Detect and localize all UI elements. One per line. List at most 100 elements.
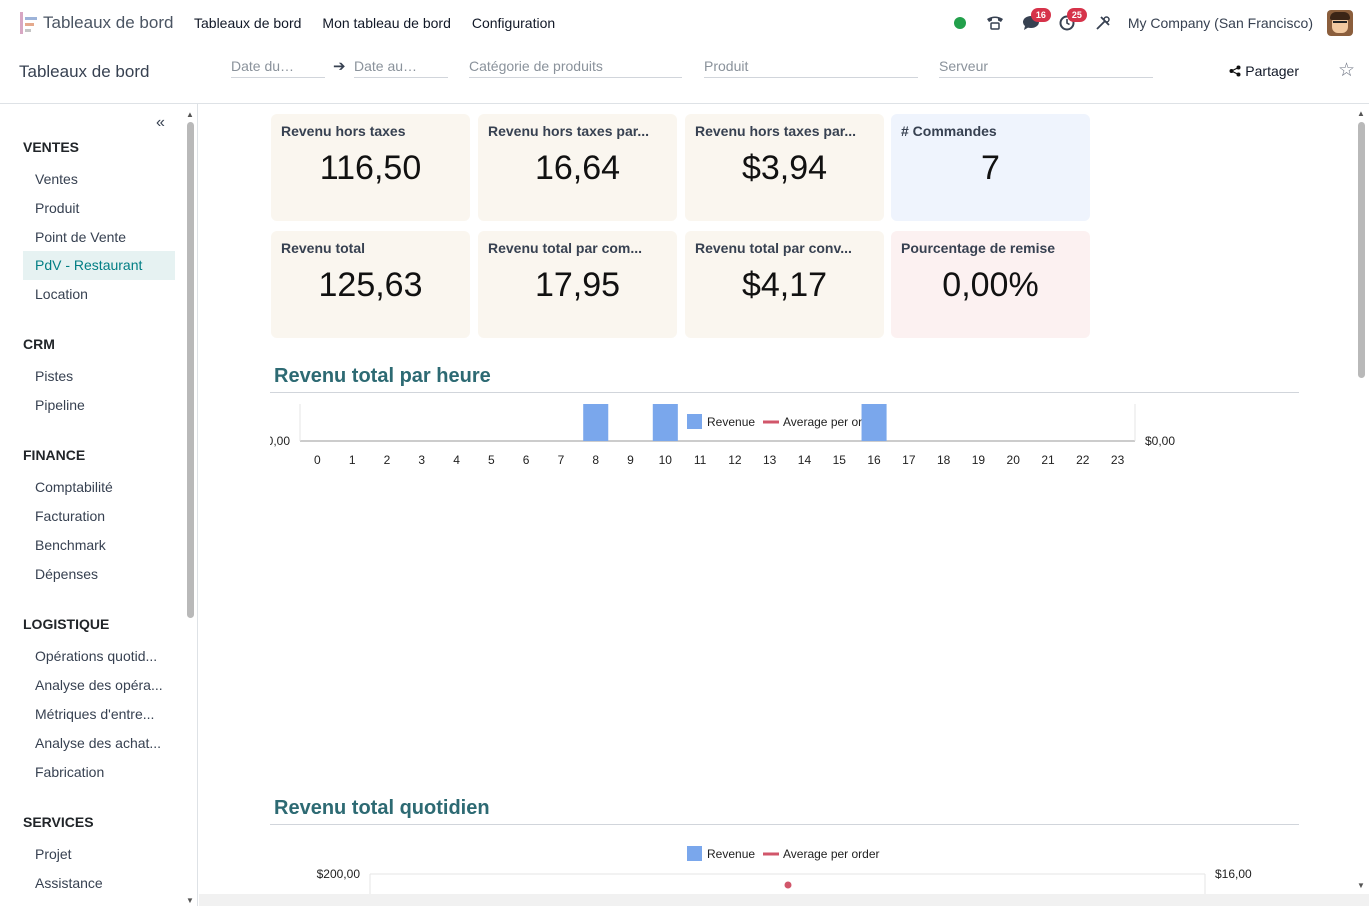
kpi-value: 17,95 <box>534 266 621 304</box>
kpi-label: Revenu total par com... <box>488 240 643 256</box>
kpi-value: 7 <box>981 149 1000 187</box>
share-button[interactable]: Partager <box>1229 63 1299 79</box>
messages-icon[interactable]: 16 <box>1020 8 1051 34</box>
dashboard-sidebar: « ▲ ▼ VENTES Ventes Produit Point de Ven… <box>0 104 198 906</box>
sidebar-item-depenses[interactable]: Dépenses <box>35 566 99 582</box>
section-services: SERVICES <box>23 814 94 830</box>
sidebar-item-analyse-operations[interactable]: Analyse des opéra... <box>35 677 163 693</box>
section-logistique: LOGISTIQUE <box>23 616 110 632</box>
kpi-value: $3,94 <box>741 149 828 187</box>
favorite-star-icon[interactable]: ☆ <box>1337 60 1355 81</box>
sidebar-item-produit[interactable]: Produit <box>35 200 80 216</box>
sidebar-item-projet[interactable]: Projet <box>35 846 72 862</box>
x-tick-label: 8 <box>592 453 599 467</box>
control-panel: Tableaux de bord Date du… ➔ Date au… Cat… <box>0 46 1369 104</box>
chart-divider <box>270 392 1299 393</box>
bar <box>861 404 887 441</box>
company-switcher[interactable]: My Company (San Francisco) <box>1127 15 1313 31</box>
collapse-sidebar-icon[interactable]: « <box>156 114 165 131</box>
y2-tick-label: $16,00 <box>1215 867 1252 881</box>
menu-item-configuration[interactable]: Configuration <box>471 15 556 31</box>
kpi-value: 16,64 <box>534 149 621 187</box>
x-tick-label: 1 <box>349 453 356 467</box>
dashboard-app-icon[interactable] <box>18 12 38 34</box>
x-tick-label: 22 <box>1076 453 1090 467</box>
x-tick-label: 3 <box>418 453 425 467</box>
kpi-value: $4,17 <box>741 266 828 304</box>
share-label: Partager <box>1245 63 1299 79</box>
kpi-card[interactable]: Revenu total par com... 17,95 <box>478 231 677 338</box>
systray: 16 25 My Company (San Francisco) <box>953 8 1353 37</box>
chart-title-hourly: Revenu total par heure <box>274 365 491 387</box>
sidebar-item-benchmark[interactable]: Benchmark <box>35 537 106 553</box>
sidebar-item-metriques-entrepot[interactable]: Métriques d'entre... <box>35 706 155 722</box>
sidebar-item-ventes[interactable]: Ventes <box>35 171 78 187</box>
main-scroll-down[interactable]: ▼ <box>1357 881 1365 890</box>
phone-icon[interactable] <box>984 12 1006 34</box>
x-tick-label: 20 <box>1007 453 1021 467</box>
x-tick-label: 0 <box>314 453 321 467</box>
legend-swatch-revenue <box>687 846 702 861</box>
legend-label-revenue: Revenue <box>707 847 755 861</box>
menu-item-dashboards[interactable]: Tableaux de bord <box>194 15 302 31</box>
sidebar-item-fabrication[interactable]: Fabrication <box>35 764 105 780</box>
presence-status-icon[interactable] <box>953 17 966 29</box>
kpi-card[interactable]: Revenu total par conv... $4,17 <box>685 231 884 338</box>
sidebar-scrollbar[interactable] <box>187 122 194 618</box>
legend-label-revenue: Revenue <box>707 415 755 429</box>
x-tick-label: 16 <box>867 453 881 467</box>
kpi-card[interactable]: Pourcentage de remise 0,00% <box>891 231 1090 338</box>
x-tick-label: 17 <box>902 453 916 467</box>
messages-badge: 16 <box>1030 8 1051 22</box>
sidebar-item-pipeline[interactable]: Pipeline <box>35 397 85 413</box>
y-tick-label: $0,00 <box>270 434 290 448</box>
sidebar-item-analyse-achats[interactable]: Analyse des achat... <box>35 735 162 751</box>
kpi-label: Pourcentage de remise <box>901 240 1056 256</box>
product-filter[interactable]: Produit <box>704 58 918 78</box>
server-filter[interactable]: Serveur <box>939 58 1153 78</box>
legend-label-average: Average per order <box>783 415 880 429</box>
date-from-filter[interactable]: Date du… <box>231 58 325 78</box>
sidebar-item-pistes[interactable]: Pistes <box>35 368 74 384</box>
x-tick-label: 19 <box>972 453 986 467</box>
sidebar-scroll-down[interactable]: ▼ <box>186 896 194 905</box>
legend-label-average: Average per order <box>783 847 880 861</box>
menu-item-my-dashboard[interactable]: Mon tableau de bord <box>322 15 451 31</box>
section-finance: FINANCE <box>23 447 86 463</box>
main-scrollbar[interactable] <box>1358 122 1365 378</box>
sidebar-item-location[interactable]: Location <box>35 286 88 302</box>
sidebar-item-assistance[interactable]: Assistance <box>35 875 103 891</box>
sidebar-item-comptabilite[interactable]: Comptabilité <box>35 479 113 495</box>
horizontal-scrollbar[interactable] <box>199 894 1369 906</box>
sidebar-item-facturation[interactable]: Facturation <box>35 508 106 524</box>
x-tick-label: 18 <box>937 453 951 467</box>
user-avatar[interactable] <box>1327 10 1353 36</box>
bar <box>583 404 609 442</box>
sidebar-item-operations-quotidiennes[interactable]: Opérations quotid... <box>35 648 158 664</box>
chart-title-daily: Revenu total quotidien <box>274 797 490 819</box>
kpi-label: Revenu hors taxes par... <box>488 123 650 139</box>
date-to-filter[interactable]: Date au… <box>354 58 448 78</box>
breadcrumb-title: Tableaux de bord <box>19 62 150 81</box>
kpi-card[interactable]: Revenu hors taxes 116,50 <box>271 114 470 221</box>
x-tick-label: 7 <box>558 453 565 467</box>
tools-icon[interactable] <box>1092 12 1114 34</box>
activities-clock-icon[interactable]: 25 <box>1056 8 1087 34</box>
kpi-card[interactable]: Revenu hors taxes par... 16,64 <box>478 114 677 221</box>
section-ventes: VENTES <box>23 139 80 155</box>
sidebar-scroll-up[interactable]: ▲ <box>186 110 194 119</box>
top-navbar: Tableaux de bord Tableaux de bord Mon ta… <box>0 0 1369 46</box>
sidebar-item-pdv-restaurant[interactable]: PdV - Restaurant <box>23 251 175 280</box>
product-category-filter[interactable]: Catégorie de produits <box>469 58 682 78</box>
y-tick-label: $200,00 <box>317 867 361 881</box>
sidebar-item-point-de-vente[interactable]: Point de Vente <box>35 229 127 245</box>
y2-tick-label: $0,00 <box>1145 434 1175 448</box>
x-tick-label: 6 <box>523 453 530 467</box>
app-brand-title[interactable]: Tableaux de bord <box>43 13 174 32</box>
main-scroll-up[interactable]: ▲ <box>1357 109 1365 118</box>
x-tick-label: 15 <box>833 453 847 467</box>
kpi-card[interactable]: Revenu total 125,63 <box>271 231 470 338</box>
kpi-card[interactable]: Revenu hors taxes par... $3,94 <box>685 114 884 221</box>
kpi-card[interactable]: # Commandes 7 <box>891 114 1090 221</box>
